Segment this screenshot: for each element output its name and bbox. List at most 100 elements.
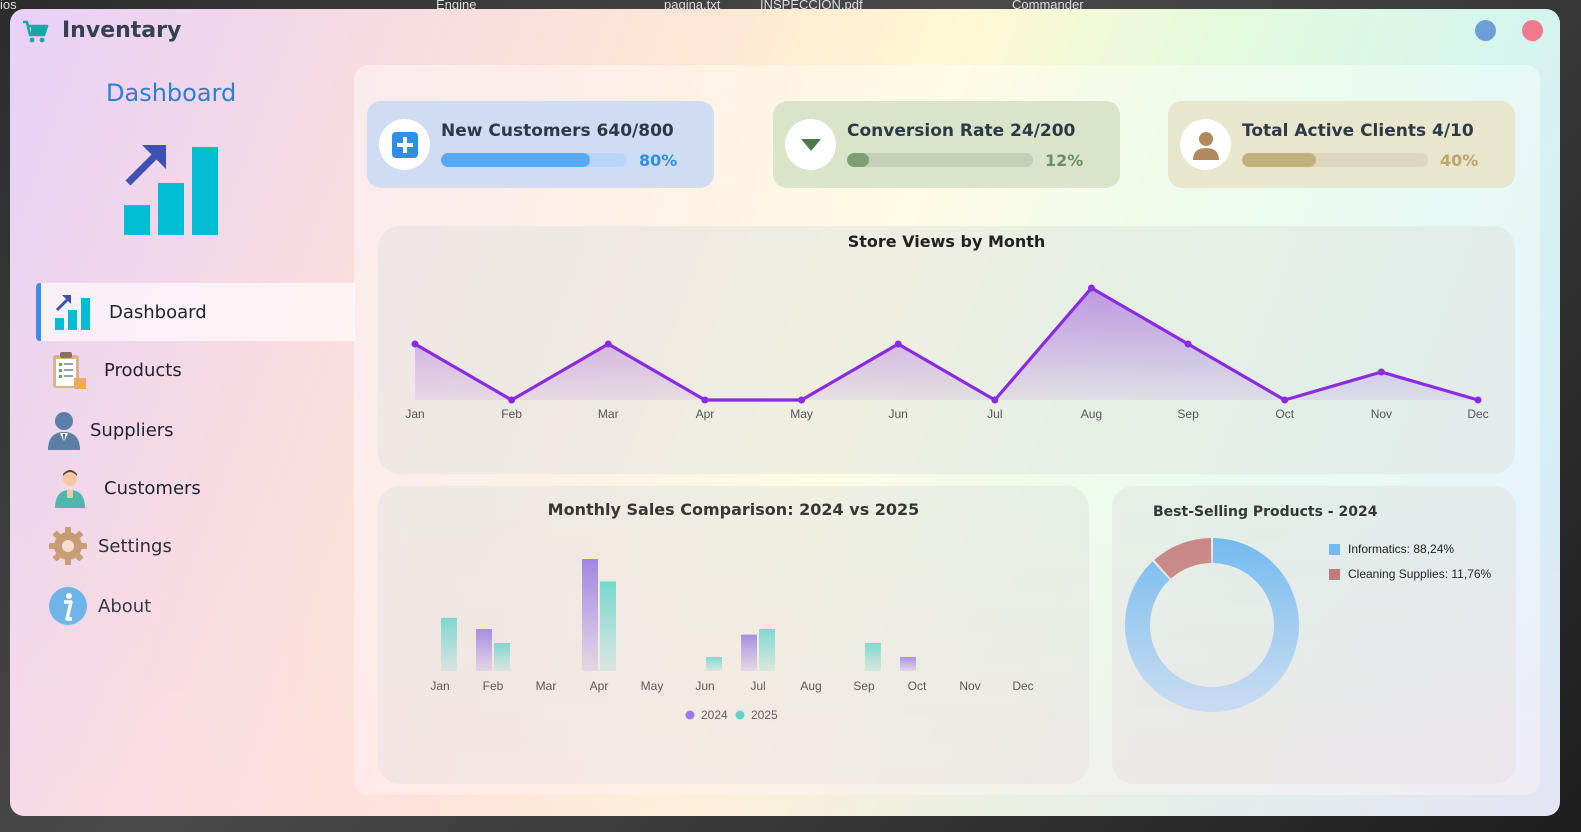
chart-title: Store Views by Month [847, 232, 1046, 251]
growth-chart-icon [124, 145, 218, 235]
kpi-progress-fill [847, 153, 870, 167]
sidebar-item-suppliers[interactable]: Suppliers [36, 401, 355, 459]
gear-icon [49, 527, 87, 565]
bar-2025 [494, 643, 510, 671]
bar-2025 [865, 643, 881, 671]
x-tick-label: Aug [1081, 407, 1102, 421]
data-point [411, 340, 419, 348]
legend-marker [685, 710, 695, 720]
kpi-percent: 12% [1045, 151, 1084, 170]
x-tick-label: Dec [1012, 679, 1033, 693]
plus-icon [391, 131, 418, 158]
kpi-icon-circle [379, 119, 430, 170]
sidebar-nav: Dashboard Products [36, 283, 355, 635]
sidebar-item-about[interactable]: About [36, 577, 355, 635]
bar-2025 [441, 617, 457, 671]
dashboard-main: New Customers 640/800 80% Conversion Rat… [354, 65, 1540, 795]
x-tick-label: Jul [750, 679, 765, 693]
legend-label: Cleaning Supplies: 11,76% [1348, 567, 1492, 581]
x-tick-label: Feb [501, 407, 522, 421]
kpi-progress-fill [1242, 153, 1317, 167]
clipboard-icon [53, 352, 86, 389]
x-tick-label: May [641, 679, 664, 693]
kpi-percent: 80% [639, 151, 678, 170]
data-point [798, 396, 806, 404]
sales-comparison-chart: Jan Feb Mar Apr May Jun Jul Aug Sep Oct Nov Dec 2024… [430, 559, 1034, 722]
x-tick-label: Oct [908, 679, 927, 693]
title-bar[interactable]: Inventary [10, 9, 1560, 55]
bar-2025 [706, 657, 722, 671]
x-tick-label: Apr [590, 679, 609, 693]
sidebar-item-label: Products [104, 359, 182, 381]
sidebar-item-label: Customers [104, 477, 201, 499]
caret-down-icon [800, 138, 821, 151]
app-window: Inventary Dashboard Dashboard [10, 9, 1560, 816]
data-point [1184, 340, 1192, 348]
legend-item: Cleaning Supplies: 11,76% [1329, 567, 1491, 581]
user-icon [1192, 131, 1219, 160]
store-views-chart: Jan Feb Mar Apr May Jun Jul Aug Sep Oct Nov Dec [405, 284, 1489, 421]
legend-label: Informatics: 88,24% [1348, 542, 1455, 556]
x-tick-label: Apr [696, 407, 715, 421]
legend-label: 2024 [701, 708, 728, 722]
data-point [1474, 396, 1482, 404]
best-selling-donut-chart [1125, 538, 1299, 712]
sidebar-item-label: Suppliers [90, 419, 174, 441]
minimize-button[interactable] [1475, 20, 1496, 41]
data-point [1377, 368, 1385, 376]
x-tick-label: Nov [959, 679, 980, 693]
info-icon [49, 587, 87, 625]
legend-swatch [1329, 568, 1340, 580]
kpi-title: Total Active Clients 4/10 [1242, 121, 1474, 141]
kpi-percent: 40% [1440, 151, 1479, 170]
data-point [991, 396, 999, 404]
chart-title: Best-Selling Products - 2024 [1153, 504, 1378, 520]
kpi-progress-bar [847, 153, 1033, 167]
data-point [604, 340, 612, 348]
legend-item: Informatics: 88,24% [1329, 542, 1454, 556]
x-tick-label: Mar [598, 407, 619, 421]
sidebar-item-label: Settings [98, 535, 172, 557]
x-tick-label: Feb [483, 679, 504, 693]
sidebar-item-customers[interactable]: Customers [36, 459, 355, 517]
bar-2025 [600, 581, 616, 671]
growth-chart-icon [55, 295, 90, 330]
series-line [414, 286, 1479, 402]
legend-label: 2025 [751, 708, 778, 722]
legend-swatch [1329, 543, 1340, 555]
kpi-card-total-active-clients: Total Active Clients 4/10 40% [1168, 101, 1515, 188]
sidebar-item-products[interactable]: Products [36, 341, 355, 399]
x-tick-label: Aug [800, 679, 821, 693]
kpi-card-new-customers: New Customers 640/800 80% [367, 101, 714, 188]
x-tick-label: May [790, 407, 813, 421]
data-point [1281, 396, 1289, 404]
x-tick-label: Jun [889, 407, 908, 421]
kpi-card-conversion-rate: Conversion Rate 24/200 12% [773, 101, 1120, 188]
close-button[interactable] [1522, 20, 1543, 41]
bar-2024 [900, 657, 916, 671]
donut-slice [1125, 538, 1299, 712]
sidebar-title: Dashboard [106, 79, 237, 107]
donut-slice [1154, 538, 1212, 579]
x-tick-label: Dec [1467, 407, 1488, 421]
x-tick-label: Nov [1371, 407, 1392, 421]
legend-marker [735, 710, 745, 720]
kpi-progress-bar [441, 153, 627, 167]
area-fill [415, 288, 1478, 400]
data-point [894, 340, 902, 348]
customer-icon [55, 470, 85, 508]
app-title: Inventary [62, 18, 182, 43]
data-point [508, 396, 516, 404]
sidebar-item-settings[interactable]: Settings [36, 517, 355, 575]
bar-2024 [476, 629, 492, 671]
x-tick-label: Jul [987, 407, 1002, 421]
sidebar-item-dashboard[interactable]: Dashboard [36, 283, 355, 341]
person-icon [48, 412, 80, 450]
store-views-chart-card: Store Views by Month Jan Feb Mar Apr May Jun J… [378, 226, 1515, 474]
bar-2024 [582, 559, 598, 671]
x-tick-label: Sep [853, 679, 875, 693]
x-tick-label: Jun [695, 679, 714, 693]
sales-comparison-chart-card: Monthly Sales Comparison: 2024 vs 2025 J… [378, 486, 1089, 784]
data-point [701, 396, 709, 404]
kpi-progress-fill [441, 153, 590, 167]
